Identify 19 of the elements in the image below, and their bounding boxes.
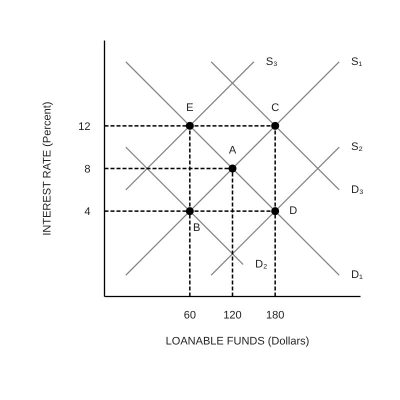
- series-label: D₃: [351, 184, 364, 196]
- y-tick-label: 8: [84, 164, 91, 176]
- annotation: C: [271, 102, 280, 114]
- annotation: B: [193, 222, 200, 234]
- x-axis-title: LOANABLE FUNDS (Dollars): [166, 336, 310, 348]
- series-label: D₂: [255, 258, 268, 270]
- series-label: D₁: [351, 269, 364, 282]
- x-tick-label: 180: [266, 310, 284, 322]
- annotation: D: [289, 205, 298, 218]
- x-tick-label: 60: [184, 310, 196, 322]
- series-label: S₂: [351, 141, 363, 154]
- annotation: E: [186, 102, 194, 114]
- y-tick-label: 4: [84, 206, 91, 218]
- x-tick-label: 120: [223, 310, 242, 322]
- annotation: A: [228, 144, 237, 156]
- series-label: S₁: [351, 56, 363, 68]
- series-label: S₃: [266, 56, 278, 68]
- y-tick-label: 12: [78, 120, 91, 133]
- y-axis-title: INTEREST RATE (Percent): [41, 102, 54, 236]
